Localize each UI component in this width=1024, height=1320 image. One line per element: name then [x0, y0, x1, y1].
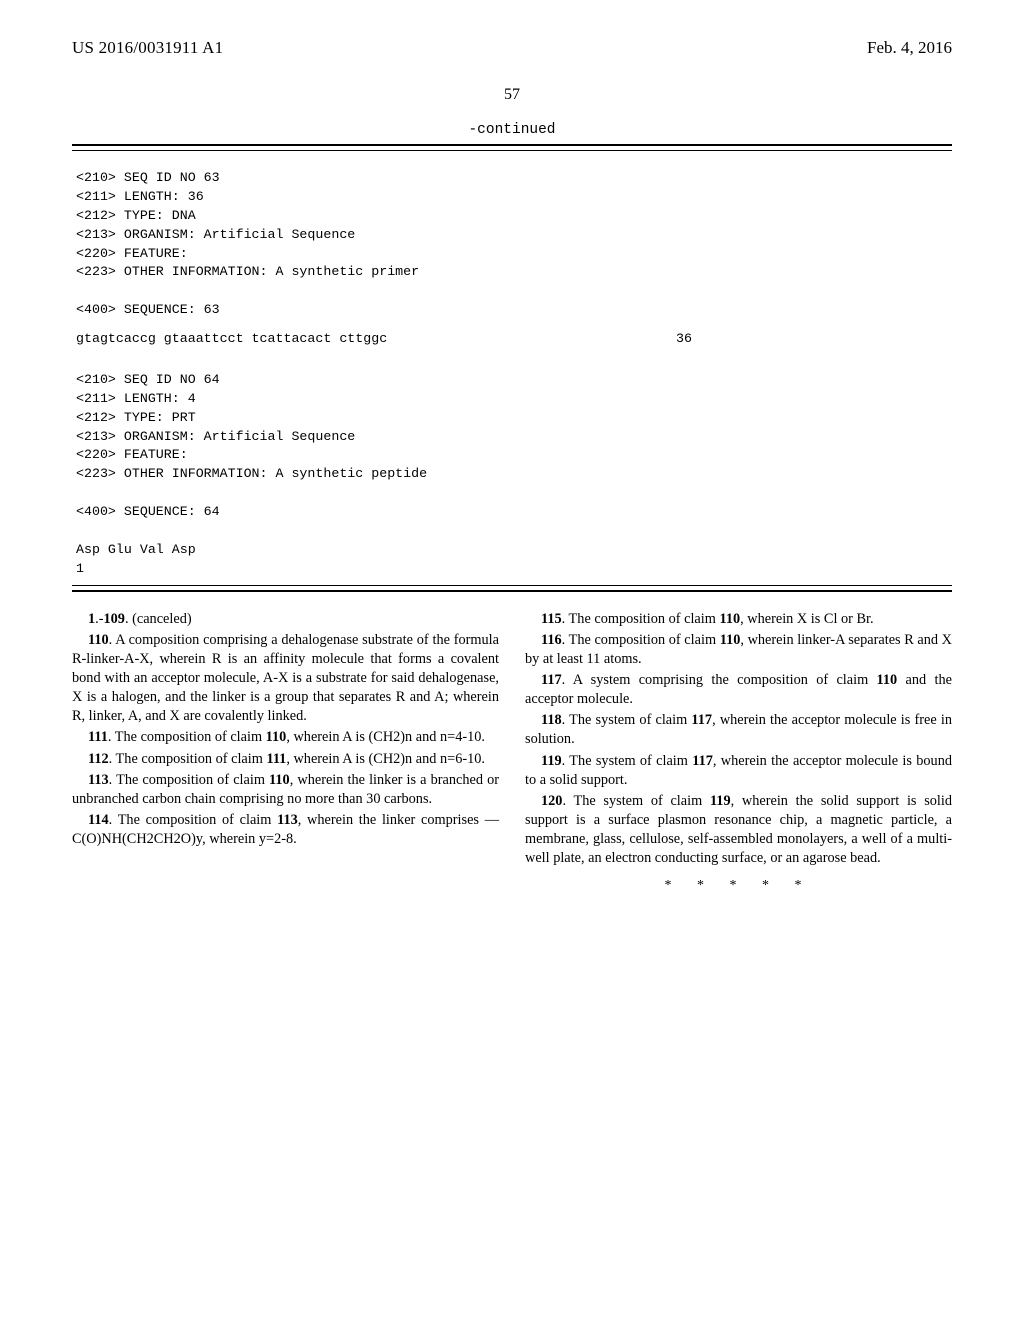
- sequence-block: <210> SEQ ID NO 64 <211> LENGTH: 4 <212>…: [76, 371, 952, 579]
- claim: 120. The system of claim 119, wherein th…: [525, 792, 952, 869]
- claims-columns: 1.-109. (canceled) 110. A composition com…: [72, 610, 952, 896]
- claim: 114. The composition of claim 113, where…: [72, 811, 499, 849]
- spacer: [72, 349, 952, 371]
- publication-number: US 2016/0031911 A1: [72, 38, 223, 58]
- claim: 113. The composition of claim 110, where…: [72, 771, 499, 809]
- spacer: [72, 320, 952, 330]
- bottom-rule: [72, 585, 952, 592]
- claim: 117. A system comprising the composition…: [525, 671, 952, 709]
- header-row: US 2016/0031911 A1 Feb. 4, 2016: [72, 38, 952, 58]
- sequence-text: gtagtcaccg gtaaattcct tcattacact cttggc: [76, 330, 387, 349]
- end-stars: * * * * *: [525, 877, 952, 896]
- claim: 1.-109. (canceled): [72, 610, 499, 629]
- claim: 115. The composition of claim 110, where…: [525, 610, 952, 629]
- sequence-length: 36: [676, 330, 692, 349]
- publication-date: Feb. 4, 2016: [867, 38, 952, 58]
- page: US 2016/0031911 A1 Feb. 4, 2016 57 -cont…: [0, 0, 1024, 935]
- left-column: 1.-109. (canceled) 110. A composition com…: [72, 610, 499, 896]
- claim: 119. The system of claim 117, wherein th…: [525, 752, 952, 790]
- claim: 118. The system of claim 117, wherein th…: [525, 711, 952, 749]
- page-number: 57: [72, 86, 952, 104]
- claim: 110. A composition comprising a dehaloge…: [72, 631, 499, 727]
- sequence-block: <210> SEQ ID NO 63 <211> LENGTH: 36 <212…: [76, 169, 952, 320]
- claim: 116. The composition of claim 110, where…: [525, 631, 952, 669]
- continued-label: -continued: [72, 122, 952, 138]
- claim: 111. The composition of claim 110, where…: [72, 728, 499, 747]
- sequence-data-row: gtagtcaccg gtaaattcct tcattacact cttggc …: [76, 330, 952, 349]
- right-column: 115. The composition of claim 110, where…: [525, 610, 952, 896]
- claim: 112. The composition of claim 111, where…: [72, 750, 499, 769]
- top-rule: [72, 144, 952, 151]
